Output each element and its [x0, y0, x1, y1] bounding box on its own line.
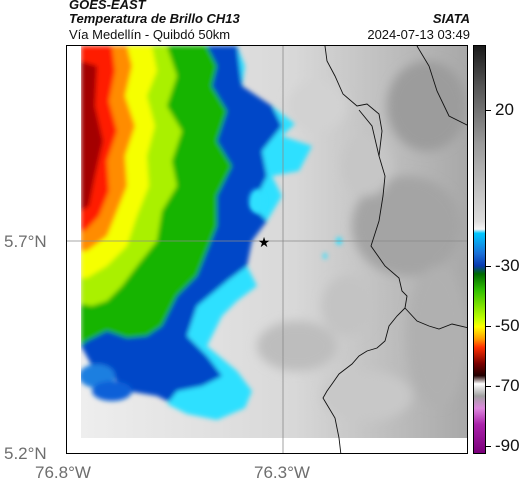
satellite-map: ★: [66, 45, 468, 454]
colorbar-tick-minus50: -50: [495, 316, 520, 335]
colorbar-tick-mark: [486, 326, 491, 327]
administrative-boundaries: [322, 46, 467, 453]
lon-label-76-8: 76.8°W: [35, 463, 91, 482]
organization-label: SIATA: [432, 11, 470, 26]
colorbar-tick-mark: [486, 266, 491, 267]
colorbar-tick-minus30: -30: [495, 256, 520, 275]
colorbar-tick-20: 20: [495, 100, 514, 119]
title-line2: Temperatura de Brillo CH13: [69, 11, 240, 26]
colorbar-tick-mark: [486, 446, 491, 447]
colorbar-tick-minus90: -90: [495, 436, 520, 455]
lon-label-76-3: 76.3°W: [254, 463, 310, 482]
colorbar-tick-mark: [486, 386, 491, 387]
colorbar-tick-mark: [486, 110, 491, 111]
colorbar: [473, 45, 486, 454]
subtitle: Vía Medellín - Quibdó 50km: [69, 27, 231, 42]
lat-label-5-7: 5.7°N: [4, 232, 47, 251]
star-icon: ★: [258, 234, 271, 250]
datetime-label: 2024-07-13 03:49: [367, 27, 470, 42]
colorbar-tick-minus70: -70: [495, 376, 520, 395]
brightness-temperature-field: ★: [67, 46, 467, 453]
lat-label-5-2: 5.2°N: [4, 444, 47, 463]
title-line1: GOES-EAST: [69, 0, 146, 12]
